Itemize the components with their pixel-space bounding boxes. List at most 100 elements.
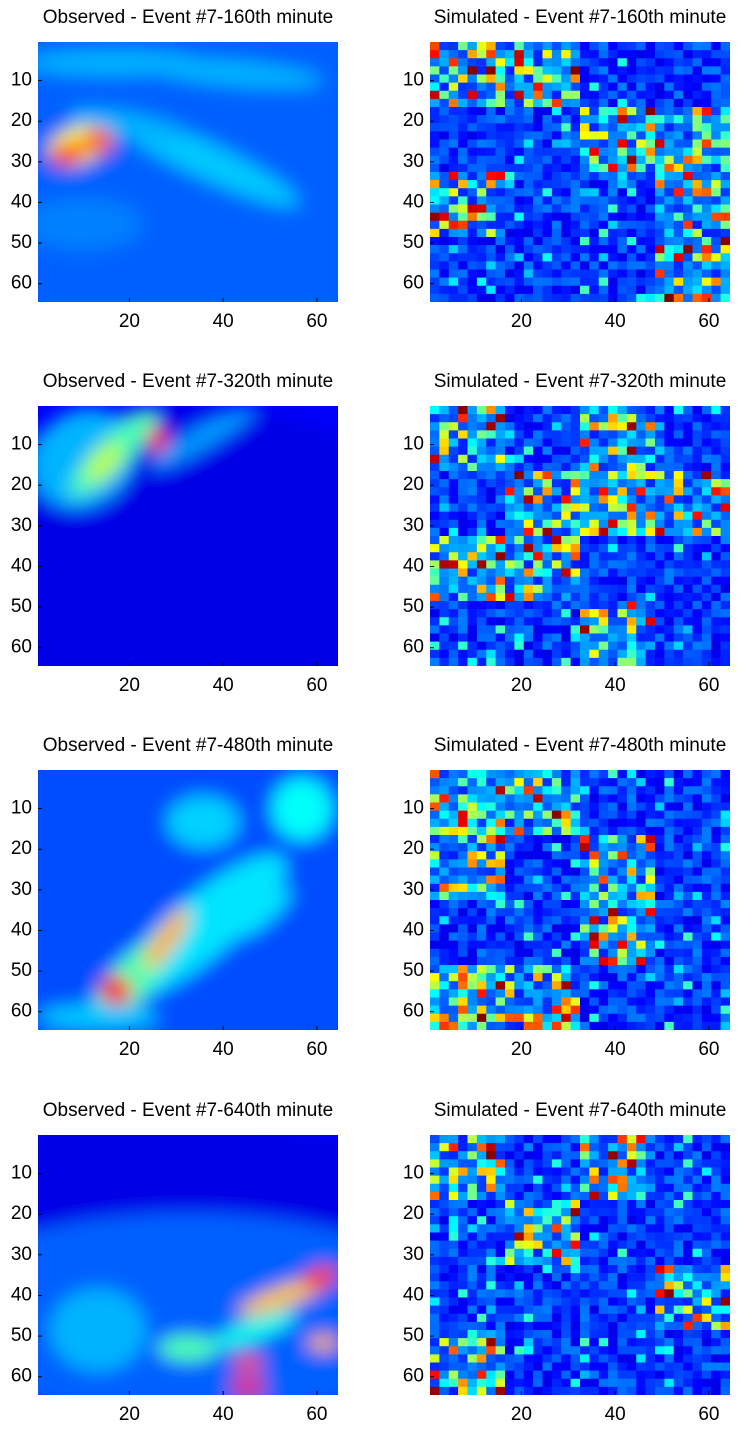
heatmap-cell xyxy=(552,908,562,916)
heatmap-cell xyxy=(589,998,599,1006)
heatmap-cell xyxy=(552,933,562,941)
heatmap-cell xyxy=(589,213,599,221)
heatmap-cell xyxy=(496,58,506,66)
heatmap-cell xyxy=(618,1371,628,1379)
heatmap-cell xyxy=(608,205,618,213)
heatmap-cell xyxy=(683,900,693,908)
heatmap-cell xyxy=(627,1176,637,1184)
heatmap-cell xyxy=(655,148,665,156)
heatmap-cell xyxy=(674,1168,684,1176)
heatmap-cell xyxy=(721,609,731,617)
heatmap-cell xyxy=(561,908,571,916)
heatmap-cell xyxy=(543,884,553,892)
heatmap-cell xyxy=(496,1330,506,1338)
heatmap-cell xyxy=(618,908,628,916)
heatmap-cell xyxy=(552,1265,562,1273)
heatmap-cell xyxy=(477,617,487,625)
heatmap-cell xyxy=(496,981,506,989)
heatmap-cell xyxy=(674,91,684,99)
heatmap-cell xyxy=(655,859,665,867)
heatmap-cell xyxy=(646,827,656,835)
heatmap-cell xyxy=(486,642,496,650)
heatmap-cell xyxy=(430,463,440,471)
heatmap-cell xyxy=(449,892,459,900)
heatmap-cell xyxy=(721,1006,731,1014)
heatmap-cell xyxy=(552,650,562,658)
heatmap-cell xyxy=(458,1224,468,1232)
heatmap-cell xyxy=(618,981,628,989)
heatmap-cell xyxy=(533,1143,543,1151)
heatmap-cell xyxy=(702,577,712,585)
heatmap-cell xyxy=(496,884,506,892)
heatmap-cell xyxy=(664,1314,674,1322)
heatmap-cell xyxy=(533,528,543,536)
heatmap-cell xyxy=(655,487,665,495)
heatmap-cell xyxy=(599,617,609,625)
heatmap-cell xyxy=(664,1354,674,1362)
heatmap-cell xyxy=(711,1346,721,1354)
heatmap-cell xyxy=(458,1322,468,1330)
y-tick-label: 40 xyxy=(403,191,424,212)
heatmap-cell xyxy=(580,213,590,221)
heatmap-cell xyxy=(543,156,553,164)
heatmap-cell xyxy=(683,115,693,123)
heatmap-cell xyxy=(674,213,684,221)
heatmap-cell xyxy=(468,658,478,666)
heatmap-cell xyxy=(664,884,674,892)
heatmap-cell xyxy=(683,908,693,916)
heatmap-cell xyxy=(449,148,459,156)
heatmap-cell xyxy=(543,1006,553,1014)
heatmap-cell xyxy=(618,965,628,973)
heatmap-cell xyxy=(636,1192,646,1200)
heatmap-cell xyxy=(458,221,468,229)
heatmap-cell xyxy=(580,172,590,180)
heatmap-cell xyxy=(711,1289,721,1297)
heatmap-cell xyxy=(468,99,478,107)
heatmap-cell xyxy=(618,1233,628,1241)
heatmap-cell xyxy=(711,650,721,658)
heatmap-cell xyxy=(571,270,581,278)
y-tick-label: 10 xyxy=(11,798,32,819)
heatmap-cell xyxy=(664,1233,674,1241)
heatmap-cell xyxy=(646,107,656,115)
heatmap-cell xyxy=(533,66,543,74)
heatmap-cell xyxy=(627,245,637,253)
heatmap-cell xyxy=(702,1006,712,1014)
heatmap-cell xyxy=(683,1281,693,1289)
heatmap-cell xyxy=(618,884,628,892)
heatmap-cell xyxy=(664,463,674,471)
heatmap-cell xyxy=(552,1338,562,1346)
heatmap-cell xyxy=(646,642,656,650)
heatmap-cell xyxy=(552,658,562,666)
heatmap-cell xyxy=(693,973,703,981)
heatmap-cell xyxy=(543,585,553,593)
heatmap-cell xyxy=(449,1135,459,1143)
y-tick-label: 40 xyxy=(11,191,32,212)
heatmap-cell xyxy=(439,617,449,625)
heatmap-cell xyxy=(496,536,506,544)
heatmap-cell xyxy=(711,471,721,479)
heatmap-cell xyxy=(664,1192,674,1200)
heatmap-cell xyxy=(646,180,656,188)
heatmap-cell xyxy=(618,172,628,180)
heatmap-cell xyxy=(674,827,684,835)
heatmap-cell xyxy=(618,642,628,650)
heatmap-cell xyxy=(468,528,478,536)
heatmap-cell xyxy=(524,221,534,229)
heatmap-cell xyxy=(543,1143,553,1151)
heatmap-cell xyxy=(458,237,468,245)
heatmap-cell xyxy=(477,422,487,430)
heatmap-cell xyxy=(430,1298,440,1306)
heatmap-cell xyxy=(505,949,515,957)
heatmap-cell xyxy=(477,835,487,843)
heatmap-cell xyxy=(496,1379,506,1387)
heatmap-cell xyxy=(618,876,628,884)
heatmap-cell xyxy=(524,99,534,107)
heatmap-cell xyxy=(636,1200,646,1208)
heatmap-cell xyxy=(552,1346,562,1354)
heatmap-cell xyxy=(533,495,543,503)
heatmap-cell xyxy=(608,949,618,957)
heatmap-cell xyxy=(711,1338,721,1346)
heatmap-cell xyxy=(721,528,731,536)
heatmap-cell xyxy=(711,148,721,156)
